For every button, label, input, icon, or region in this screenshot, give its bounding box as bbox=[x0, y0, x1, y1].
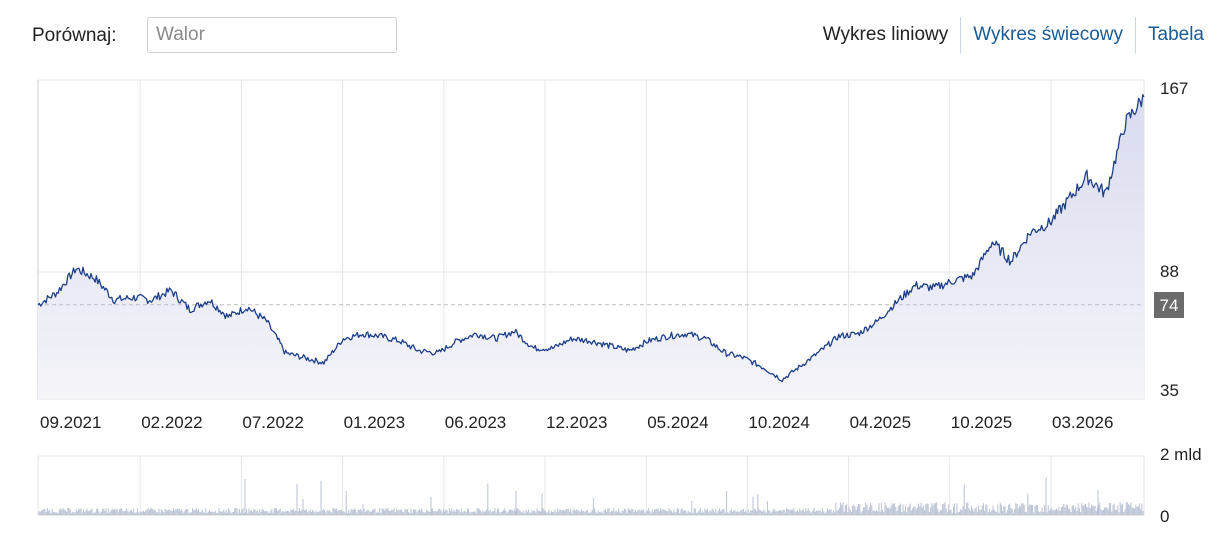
tab-candlestick-chart[interactable]: Wykres świecowy bbox=[960, 17, 1135, 53]
compare-label: Porównaj: bbox=[32, 25, 117, 46]
price-x-tick-label: 06.2023 bbox=[445, 413, 506, 432]
price-x-tick-label: 04.2025 bbox=[850, 413, 911, 432]
price-x-tick-label: 03.2026 bbox=[1052, 413, 1113, 432]
price-x-tick-label: 07.2022 bbox=[242, 413, 303, 432]
compare-input[interactable] bbox=[147, 17, 397, 53]
last-value-badge: 74 bbox=[1154, 292, 1184, 318]
price-x-tick-label: 10.2024 bbox=[748, 413, 809, 432]
price-series-line bbox=[37, 94, 1145, 383]
price-y-tick-label: 35 bbox=[1160, 381, 1179, 400]
price-x-tick-label: 01.2023 bbox=[344, 413, 405, 432]
price-y-tick-label: 167 bbox=[1160, 79, 1188, 98]
price-y-tick-label: 88 bbox=[1160, 262, 1179, 281]
price-x-tick-label: 05.2024 bbox=[647, 413, 708, 432]
tab-line-chart[interactable]: Wykres liniowy bbox=[822, 24, 949, 45]
chart-toolbar: Porównaj: Wykres liniowy Wykres świecowy… bbox=[0, 0, 1221, 72]
view-tabs: Wykres liniowy Wykres świecowy Tabela bbox=[811, 17, 1204, 53]
price-x-axis: 09.2021 02.2022 07.2022 01.2023 06.2023 12.20… bbox=[40, 413, 1113, 432]
volume-bars bbox=[38, 477, 1144, 515]
tab-table[interactable]: Tabela bbox=[1135, 17, 1204, 53]
last-value-badge-box bbox=[1154, 292, 1184, 318]
volume-y-axis: 2 mld 0 bbox=[1160, 445, 1202, 526]
last-value-badge-label: 74 bbox=[1160, 296, 1179, 315]
price-x-tick-label: 12.2023 bbox=[546, 413, 607, 432]
volume-y-tick-label: 2 mld bbox=[1160, 445, 1202, 464]
price-x-tick-label: 10.2025 bbox=[951, 413, 1012, 432]
price-y-axis: 167 88 35 bbox=[1160, 79, 1188, 400]
volume-bars-path bbox=[38, 477, 1144, 515]
price-x-tick-label: 02.2022 bbox=[141, 413, 202, 432]
price-x-tick-label: 09.2021 bbox=[40, 413, 101, 432]
volume-y-tick-label: 0 bbox=[1160, 507, 1169, 526]
price-area bbox=[38, 94, 1144, 399]
